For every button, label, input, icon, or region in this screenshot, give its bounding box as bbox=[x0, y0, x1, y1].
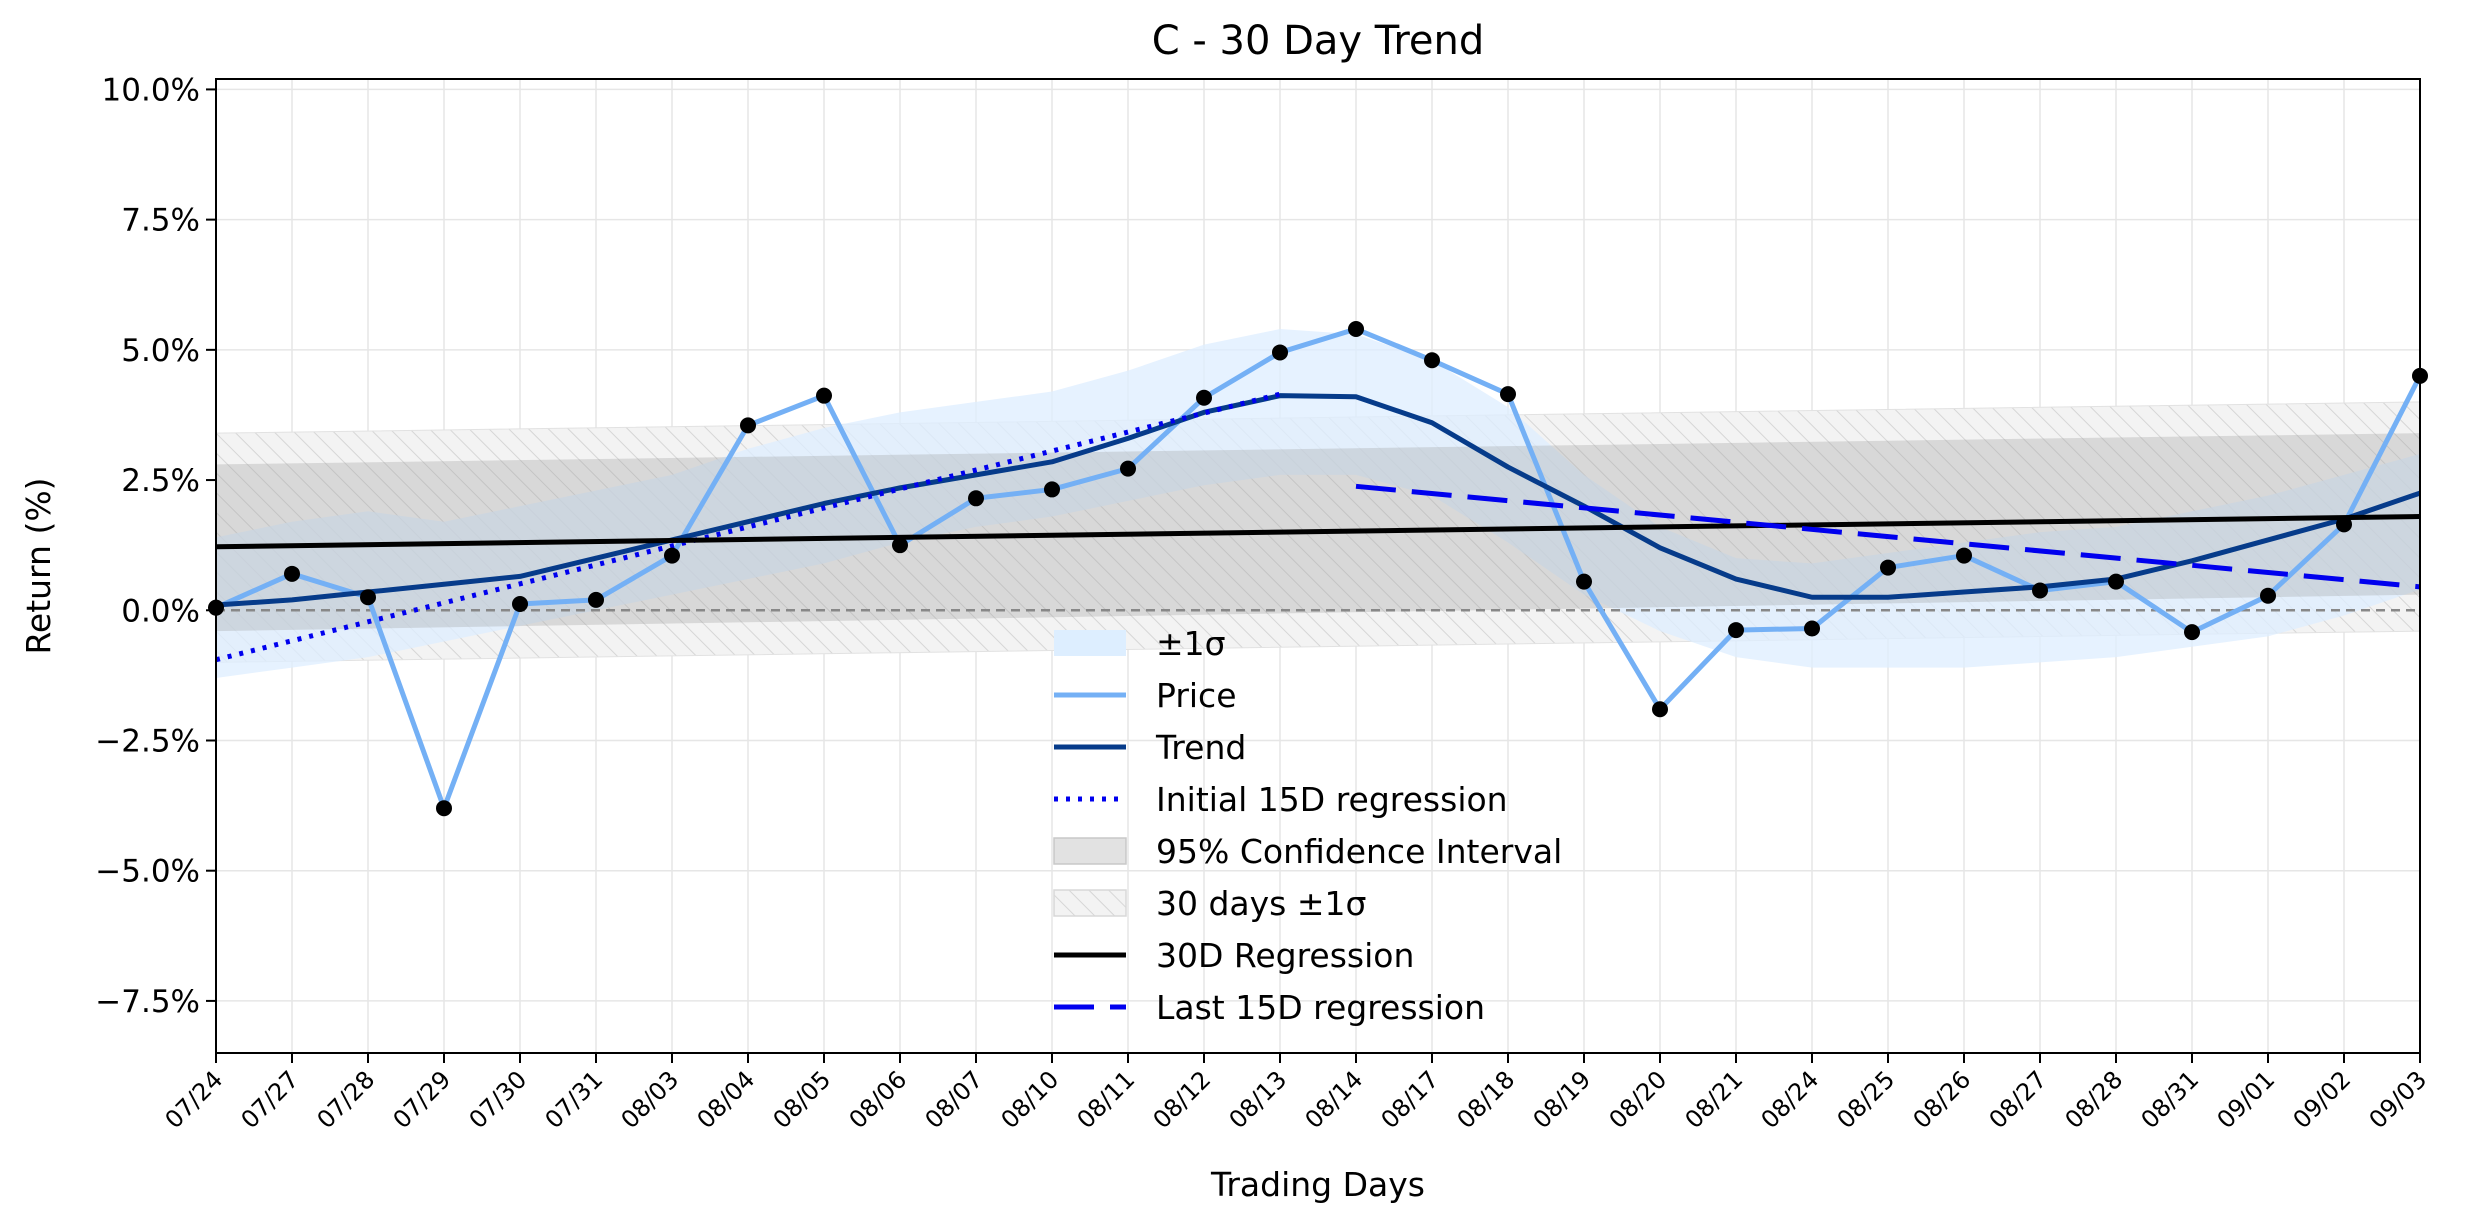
series-lines bbox=[216, 326, 2420, 811]
price-point bbox=[1576, 573, 1592, 590]
x-tick-label: 08/26 bbox=[1908, 1065, 1977, 1134]
y-tick-label: −2.5% bbox=[95, 723, 200, 759]
legend-label: 95% Confidence Interval bbox=[1156, 832, 1562, 871]
x-tick-label: 08/04 bbox=[692, 1065, 761, 1134]
price-point bbox=[2108, 573, 2124, 590]
price-point bbox=[816, 387, 832, 404]
x-tick-label: 07/27 bbox=[236, 1065, 305, 1134]
x-tick-label: 08/13 bbox=[1224, 1065, 1293, 1134]
x-tick-label: 08/25 bbox=[1832, 1065, 1901, 1134]
price-point bbox=[1120, 460, 1136, 477]
price-point bbox=[1044, 481, 1060, 498]
y-tick-label: −5.0% bbox=[95, 854, 200, 890]
price-point bbox=[2032, 582, 2048, 599]
price-point bbox=[968, 490, 984, 507]
x-tick-label: 08/05 bbox=[768, 1065, 837, 1134]
price-point bbox=[1880, 559, 1896, 576]
plot-frame bbox=[215, 78, 2421, 1054]
price-point bbox=[588, 591, 604, 608]
price-point bbox=[1652, 701, 1668, 718]
y-axis: 10.0% 7.5% 5.0% 2.5% 0.0% −2.5% −5.0% −7.5% bbox=[95, 72, 216, 1020]
legend-label: Price bbox=[1156, 676, 1237, 715]
x-tick-label: 08/31 bbox=[2136, 1065, 2205, 1134]
legend-swatch bbox=[1054, 630, 1126, 656]
x-tick-label: 07/24 bbox=[160, 1065, 229, 1134]
x-tick-label: 08/21 bbox=[1680, 1065, 1749, 1134]
x-tick-label: 07/28 bbox=[312, 1065, 381, 1134]
x-tick-label: 08/06 bbox=[844, 1065, 913, 1134]
legend-swatch bbox=[1053, 889, 1127, 917]
x-tick-label: 07/31 bbox=[540, 1065, 609, 1134]
x-tick-label: 08/12 bbox=[1148, 1065, 1217, 1134]
legend-label: ±1σ bbox=[1156, 624, 1226, 663]
legend-label: 30D Regression bbox=[1156, 936, 1414, 975]
y-tick-label: 7.5% bbox=[121, 203, 200, 239]
price-point bbox=[2336, 516, 2352, 533]
price-line bbox=[216, 326, 2420, 811]
x-tick-label: 09/01 bbox=[2212, 1065, 2281, 1134]
x-tick-label: 08/17 bbox=[1376, 1065, 1445, 1134]
x-axis: 07/24 07/27 07/28 07/29 07/30 07/31 08/03 08/04… bbox=[160, 1053, 2433, 1134]
price-point bbox=[664, 547, 680, 564]
price-point bbox=[740, 417, 756, 434]
x-tick-label: 08/20 bbox=[1604, 1065, 1673, 1134]
legend-label: Trend bbox=[1155, 728, 1246, 767]
price-point bbox=[1424, 352, 1440, 369]
price-point bbox=[1196, 389, 1212, 406]
x-axis-label: Trading Days bbox=[1210, 1165, 1425, 1204]
price-point bbox=[1500, 386, 1516, 403]
x-tick-label: 08/10 bbox=[996, 1065, 1065, 1134]
legend: ±1σ Price Trend Initial 15D regression 95% C… bbox=[1053, 624, 1562, 1027]
y-tick-label: 2.5% bbox=[121, 463, 200, 499]
y-axis-label: Return (%) bbox=[19, 477, 58, 654]
price-point bbox=[2260, 587, 2276, 604]
trend-line bbox=[216, 393, 2420, 608]
price-point bbox=[1804, 620, 1820, 637]
price-point bbox=[436, 800, 452, 817]
y-tick-label: 0.0% bbox=[121, 593, 200, 629]
x-tick-label: 08/11 bbox=[1072, 1065, 1141, 1134]
price-point bbox=[1728, 622, 1744, 639]
price-point bbox=[360, 589, 376, 606]
price-point bbox=[892, 537, 908, 554]
x-tick-label: 09/02 bbox=[2288, 1065, 2357, 1134]
x-tick-label: 08/28 bbox=[2060, 1065, 2129, 1134]
bands bbox=[216, 329, 2420, 678]
x-tick-label: 08/07 bbox=[920, 1065, 989, 1134]
initial-15d-regression-line bbox=[216, 391, 1281, 663]
x-tick-label: 08/27 bbox=[1984, 1065, 2053, 1134]
x-tick-label: 07/30 bbox=[464, 1065, 533, 1134]
x-tick-label: 07/29 bbox=[388, 1065, 457, 1134]
chart-title: C - 30 Day Trend bbox=[1152, 18, 1485, 64]
last-15d-regression-line bbox=[1355, 483, 2420, 590]
price-points bbox=[208, 321, 2428, 817]
price-point bbox=[1272, 344, 1288, 361]
x-tick-label: 08/19 bbox=[1528, 1065, 1597, 1134]
price-point bbox=[2184, 624, 2200, 641]
x-tick-label: 08/24 bbox=[1756, 1065, 1825, 1134]
price-point bbox=[1348, 321, 1364, 338]
x-tick-label: 08/18 bbox=[1452, 1065, 1521, 1134]
legend-label: Last 15D regression bbox=[1156, 988, 1485, 1027]
price-point bbox=[1956, 547, 1972, 564]
x-tick-label: 09/03 bbox=[2364, 1065, 2433, 1134]
x-tick-label: 08/14 bbox=[1300, 1065, 1369, 1134]
legend-swatch bbox=[1053, 837, 1127, 865]
y-tick-label: 5.0% bbox=[121, 333, 200, 369]
30d-regression-line bbox=[216, 514, 2420, 550]
x-tick-label: 08/03 bbox=[616, 1065, 685, 1134]
legend-label: Initial 15D regression bbox=[1156, 780, 1508, 819]
y-tick-label: 10.0% bbox=[102, 72, 200, 108]
band-sigma bbox=[216, 329, 2420, 678]
price-point bbox=[284, 565, 300, 582]
legend-label: 30 days ±1σ bbox=[1156, 884, 1366, 923]
price-point bbox=[512, 596, 528, 613]
y-tick-label: −7.5% bbox=[95, 984, 200, 1020]
